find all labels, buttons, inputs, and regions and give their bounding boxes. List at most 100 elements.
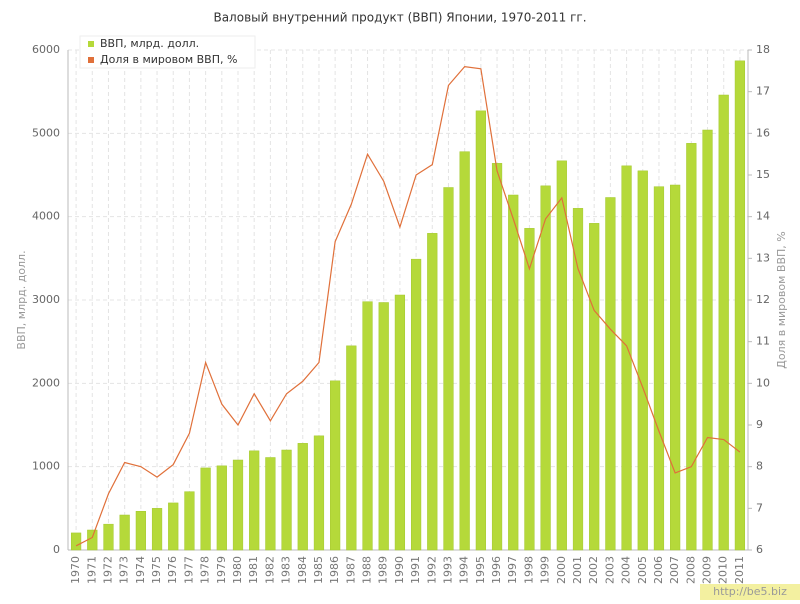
y2-tick-label: 15 xyxy=(756,168,770,181)
bar xyxy=(734,60,746,551)
watermark-bg xyxy=(700,584,800,600)
bar xyxy=(119,514,130,551)
bar xyxy=(151,508,163,551)
x-tick-label: 1993 xyxy=(441,556,454,584)
chart-title: Валовый внутренний продукт (ВВП) Японии,… xyxy=(213,11,586,25)
x-tick-label: 1988 xyxy=(361,556,374,584)
bar xyxy=(313,435,325,551)
bar xyxy=(70,532,82,551)
bar xyxy=(637,170,648,551)
x-tick-label: 1981 xyxy=(247,556,260,584)
y2-tick-label: 17 xyxy=(756,85,770,98)
x-tick-label: 1984 xyxy=(296,556,309,584)
bar xyxy=(508,194,519,551)
y-tick-label: 1000 xyxy=(32,460,60,473)
x-tick-label: 1972 xyxy=(101,556,114,584)
x-tick-label: 1994 xyxy=(458,556,471,584)
y-axis-label: ВВП, млрд. долл. xyxy=(15,250,28,349)
x-tick-label: 1989 xyxy=(377,556,390,584)
y-tick-label: 6000 xyxy=(32,43,60,56)
bar xyxy=(702,129,713,551)
x-tick-label: 1999 xyxy=(539,556,552,584)
bar xyxy=(410,258,422,551)
y2-tick-label: 9 xyxy=(756,418,763,431)
y2-tick-label: 7 xyxy=(756,501,763,514)
bar xyxy=(540,185,551,551)
x-tick-label: 2006 xyxy=(652,556,665,584)
x-tick-label: 1979 xyxy=(215,556,228,584)
x-tick-label: 2003 xyxy=(603,556,616,584)
y2-tick-label: 8 xyxy=(756,460,763,473)
bar xyxy=(216,465,227,551)
y2-tick-label: 10 xyxy=(756,376,770,389)
bar xyxy=(589,223,600,551)
bar xyxy=(346,345,357,551)
bar xyxy=(621,165,632,551)
x-tick-label: 2002 xyxy=(587,556,600,584)
bar xyxy=(103,523,114,551)
y2-tick-label: 11 xyxy=(756,335,770,348)
x-tick-label: 1978 xyxy=(199,556,212,584)
bar xyxy=(670,184,681,551)
x-tick-label: 1995 xyxy=(474,556,487,584)
bar xyxy=(394,294,406,551)
bar xyxy=(427,233,438,551)
x-tick-label: 2010 xyxy=(717,556,730,584)
x-tick-label: 2001 xyxy=(571,556,584,584)
bar xyxy=(135,511,146,551)
bar xyxy=(281,449,292,551)
x-tick-label: 1974 xyxy=(134,556,147,584)
x-tick-label: 2007 xyxy=(668,556,681,584)
x-tick-label: 1973 xyxy=(118,556,131,584)
x-tick-label: 1975 xyxy=(150,556,163,584)
y-tick-label: 2000 xyxy=(32,376,60,389)
line xyxy=(75,66,741,547)
y2-tick-label: 18 xyxy=(756,43,770,56)
x-tick-label: 1991 xyxy=(409,556,422,584)
bar xyxy=(249,450,260,551)
legend-box xyxy=(79,35,256,69)
legend-label: Доля в мировом ВВП, % xyxy=(100,53,237,66)
bar xyxy=(556,160,567,551)
bar xyxy=(443,187,454,551)
bar xyxy=(330,380,341,551)
bar xyxy=(184,491,195,551)
y-tick-label: 0 xyxy=(53,543,60,556)
bar xyxy=(200,467,211,551)
x-tick-label: 1983 xyxy=(280,556,293,584)
bar xyxy=(475,110,486,551)
watermark: http://be5.biz xyxy=(713,585,787,598)
x-tick-label: 1997 xyxy=(506,556,519,584)
bar xyxy=(653,186,665,551)
y2-axis-label: Доля в мировом ВВП, % xyxy=(775,231,788,368)
bar xyxy=(362,301,373,551)
y2-tick-label: 6 xyxy=(756,543,763,556)
x-tick-label: 2008 xyxy=(684,556,697,584)
x-tick-label: 1992 xyxy=(425,556,438,584)
bar xyxy=(297,443,308,551)
bar xyxy=(232,459,244,551)
y2-tick-label: 13 xyxy=(756,251,770,264)
legend-label: ВВП, млрд. долл. xyxy=(100,37,199,50)
x-tick-label: 1980 xyxy=(231,556,244,584)
x-tick-label: 2011 xyxy=(733,556,746,584)
x-tick-label: 1985 xyxy=(312,556,325,584)
bar xyxy=(168,502,179,551)
bar xyxy=(378,302,389,551)
bar xyxy=(265,457,276,551)
x-tick-label: 1971 xyxy=(85,556,98,584)
bar xyxy=(572,208,584,551)
bar xyxy=(491,163,503,551)
y-tick-label: 3000 xyxy=(32,293,60,306)
bar xyxy=(605,197,616,551)
y2-tick-label: 14 xyxy=(756,210,770,223)
x-tick-label: 1976 xyxy=(166,556,179,584)
x-tick-label: 1998 xyxy=(522,556,535,584)
x-tick-label: 1970 xyxy=(69,556,82,584)
x-tick-label: 1990 xyxy=(393,556,406,584)
x-tick-label: 2004 xyxy=(620,556,633,584)
x-tick-label: 2005 xyxy=(636,556,649,584)
x-tick-label: 1987 xyxy=(344,556,357,584)
x-tick-label: 1996 xyxy=(490,556,503,584)
